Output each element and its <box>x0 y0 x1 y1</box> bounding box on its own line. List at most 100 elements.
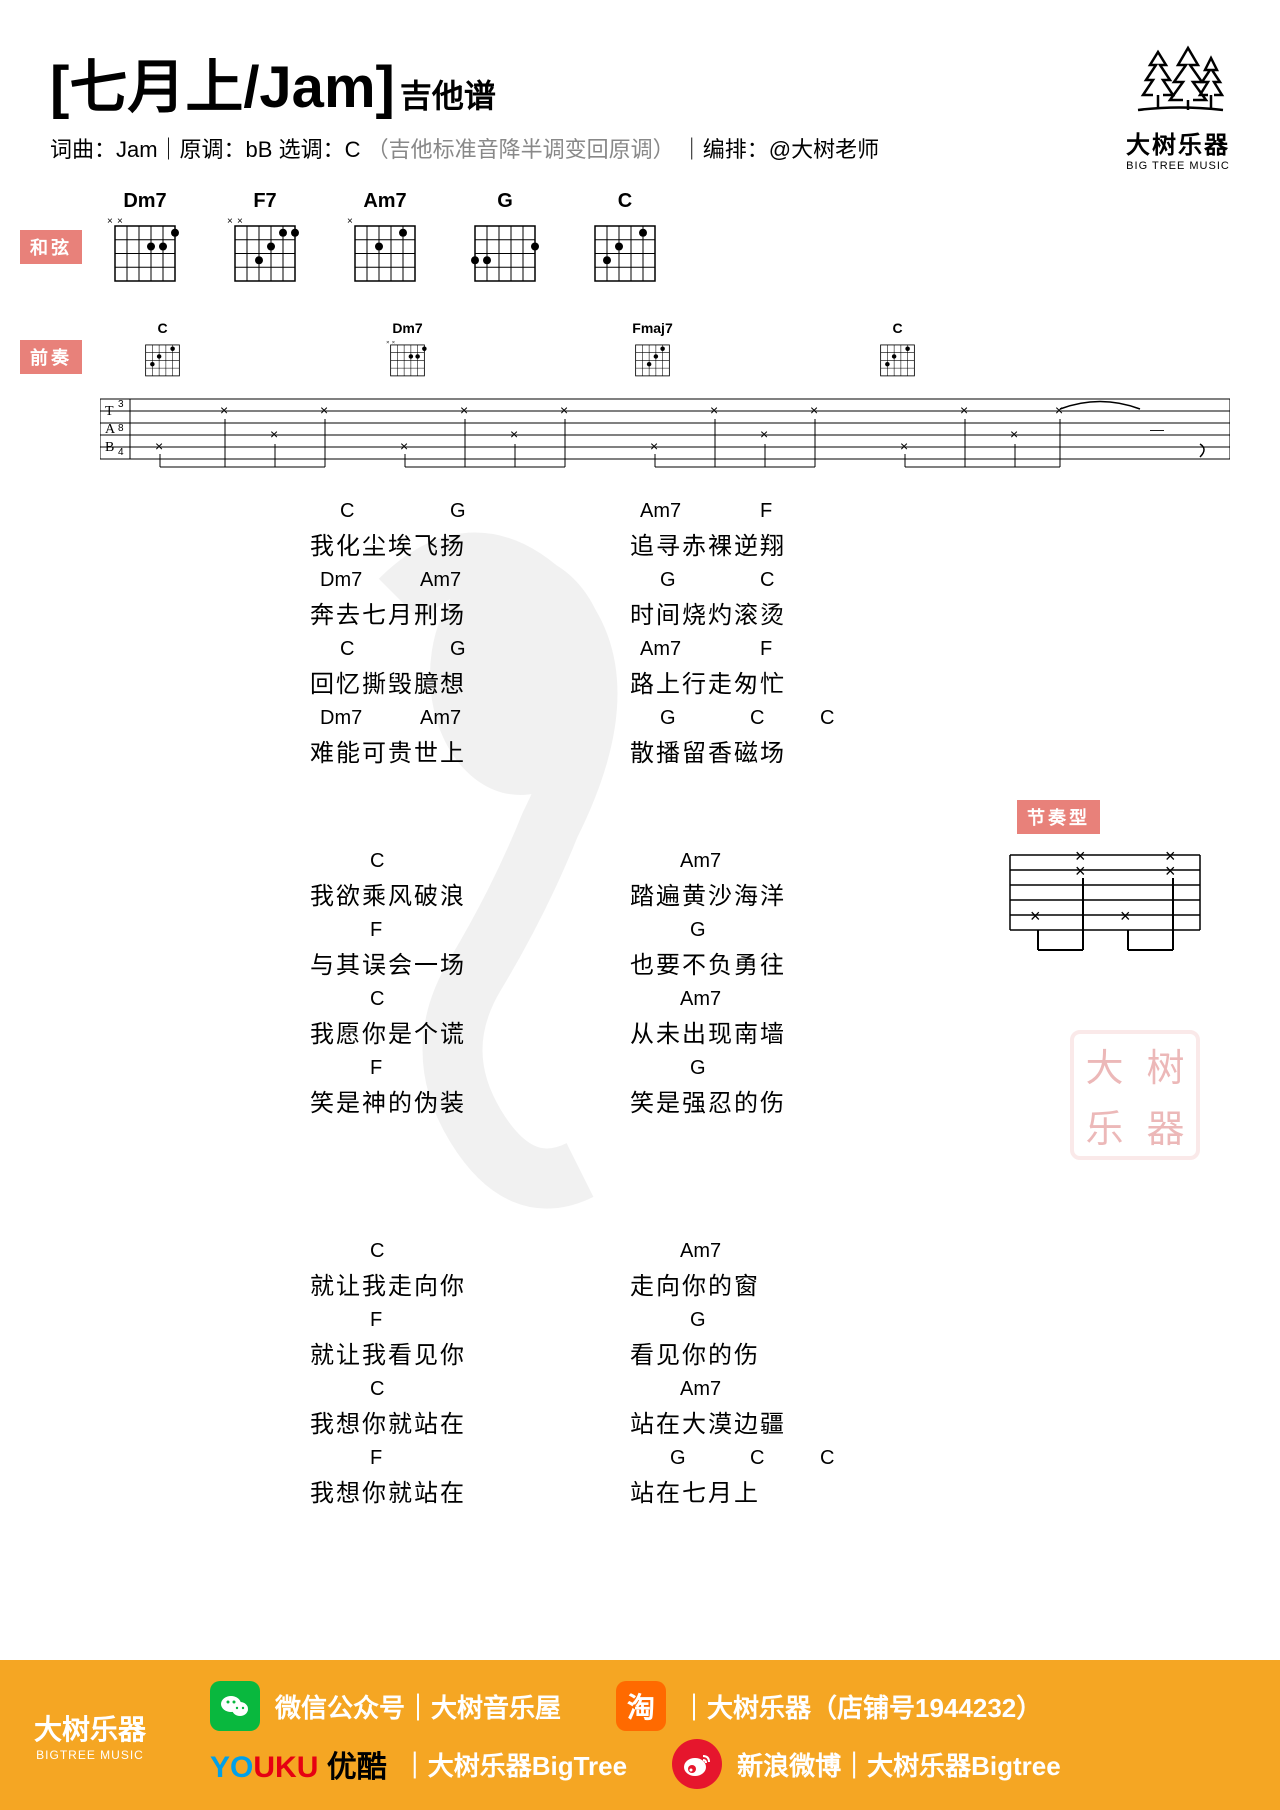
lyric-half: GCC站在七月上 <box>630 1447 910 1508</box>
lyric-text: 站在七月上 <box>630 1473 910 1508</box>
svg-text:×: × <box>900 438 908 454</box>
chords-above: C <box>310 1378 590 1402</box>
svg-text:×: × <box>155 438 163 454</box>
chords-above: F <box>310 919 590 943</box>
chords-above: C <box>310 1240 590 1264</box>
verse-1: CG我化尘埃飞扬Am7F追寻赤裸逆翔Dm7Am7奔去七月刑场GC时间烧灼滚烫CG… <box>310 500 1010 776</box>
svg-text:×: × <box>1055 402 1063 418</box>
logo-subtext: BIG TREE MUSIC <box>1126 160 1230 172</box>
chord-diagram: Am7 × <box>340 190 430 286</box>
meta-note: （吉他标准音降半调变回原调） <box>367 137 675 162</box>
lyric-line: F我想你就站在 GCC站在七月上 <box>310 1447 1010 1508</box>
lyric-text: 我想你就站在 <box>310 1473 590 1508</box>
intro-chords-row: CDm7××Fmaj7C <box>140 320 1230 384</box>
svg-text:×: × <box>510 426 518 442</box>
taobao-text: ｜大树乐器（店铺号1944232） <box>681 1688 1042 1725</box>
weibo-text: 新浪微博｜大树乐器Bigtree <box>737 1746 1061 1783</box>
svg-text:×: × <box>392 340 395 346</box>
lyric-line: C我欲乘风破浪 Am7踏遍黄沙海洋 <box>310 850 1010 911</box>
chords-above: GCC <box>630 707 910 731</box>
rhythm-section-tag: 节奏型 <box>1017 800 1100 834</box>
chords-above: Dm7Am7 <box>310 707 590 731</box>
lyric-half: C我欲乘风破浪 <box>310 850 590 911</box>
header: [七月上/Jam] 吉他谱 词曲：Jam｜原调：bB 选调：C （吉他标准音降半… <box>0 0 1280 174</box>
chords-above: G <box>630 1309 910 1333</box>
wechat-text: 微信公众号｜大树音乐屋 <box>275 1688 561 1725</box>
lyric-text: 踏遍黄沙海洋 <box>630 876 910 911</box>
intro-section: CDm7××Fmaj7C T A B 3 8 4 ×××× ×××× <box>100 320 1230 474</box>
chords-above: GCC <box>630 1447 910 1471</box>
svg-text:×: × <box>710 402 718 418</box>
youku-text: ｜大树乐器BigTree <box>402 1746 627 1783</box>
svg-text:B: B <box>105 440 114 455</box>
chords-above: C <box>310 988 590 1012</box>
lyric-half: C就让我走向你 <box>310 1240 590 1301</box>
lyric-line: Dm7Am7奔去七月刑场 GC时间烧灼滚烫 <box>310 569 1010 630</box>
lyric-text: 我化尘埃飞扬 <box>310 526 590 561</box>
lyric-line: CG回忆撕毁臆想 Am7F路上行走匆忙 <box>310 638 1010 699</box>
lyric-text: 走向你的窗 <box>630 1266 910 1301</box>
chord-diagram: F7 × × <box>220 190 310 286</box>
svg-text:×: × <box>237 216 243 227</box>
chord-diagram: Dm7×× <box>100 190 190 286</box>
lyric-half: GCC散播留香磁场 <box>630 707 910 768</box>
svg-text:×: × <box>227 216 233 227</box>
chords-above: CG <box>310 500 590 524</box>
chords-above: Am7F <box>630 638 910 662</box>
svg-text:×: × <box>650 438 658 454</box>
lyric-text: 奔去七月刑场 <box>310 595 590 630</box>
chord-diagram: G <box>460 190 550 286</box>
chords-above: Dm7Am7 <box>310 569 590 593</box>
footer-logo-text: 大树乐器 <box>0 1708 180 1748</box>
chords-above: Am7 <box>630 1378 910 1402</box>
lyric-half: F我想你就站在 <box>310 1447 590 1508</box>
chords-above: CG <box>310 638 590 662</box>
svg-text:A: A <box>105 422 116 437</box>
lyric-line: Dm7Am7难能可贵世上GCC散播留香磁场 <box>310 707 1010 768</box>
svg-text:4: 4 <box>118 447 124 458</box>
svg-text:×: × <box>347 216 353 227</box>
lyric-half: C我想你就站在 <box>310 1378 590 1439</box>
svg-text:3: 3 <box>118 399 124 410</box>
lyric-text: 笑是神的伪装 <box>310 1083 590 1118</box>
svg-text:T: T <box>105 404 114 419</box>
intro-chord: C <box>875 320 920 384</box>
lyric-half: Am7F路上行走匆忙 <box>630 638 910 699</box>
chords-above: Am7 <box>630 988 910 1012</box>
svg-text:—: — <box>1150 421 1164 437</box>
intro-section-tag: 前奏 <box>20 340 82 374</box>
lyric-text: 与其误会一场 <box>310 945 590 980</box>
svg-text:×: × <box>760 426 768 442</box>
chords-above: GC <box>630 569 910 593</box>
tab-type-label: 吉他谱 <box>400 71 496 117</box>
intro-chord: Fmaj7 <box>630 320 675 384</box>
svg-text:×: × <box>1030 906 1041 926</box>
chord-name: Dm7 <box>100 190 190 213</box>
chords-above: C <box>310 850 590 874</box>
chord-name: Am7 <box>340 190 430 213</box>
chord-name: F7 <box>220 190 310 213</box>
lyric-half: F就让我看见你 <box>310 1309 590 1370</box>
lyric-line: F与其误会一场G也要不负勇往 <box>310 919 1010 980</box>
lyric-half: Dm7Am7奔去七月刑场 <box>310 569 590 630</box>
lyric-half: GC时间烧灼滚烫 <box>630 569 910 630</box>
chords-above: F <box>310 1309 590 1333</box>
lyric-line: C我愿你是个谎Am7从未出现南墙 <box>310 988 1010 1049</box>
footer-logo: 大树乐器 BIGTREE MUSIC <box>0 1708 180 1762</box>
lyric-line: C我想你就站在 Am7站在大漠边疆 <box>310 1378 1010 1439</box>
lyric-text: 我想你就站在 <box>310 1404 590 1439</box>
svg-text:×: × <box>386 340 389 346</box>
chords-above: Am7F <box>630 500 910 524</box>
lyric-text: 从未出现南墙 <box>630 1014 910 1049</box>
chords-above: F <box>310 1447 590 1471</box>
chord-name: C <box>580 190 670 213</box>
brand-logo: 大树乐器 BIG TREE MUSIC <box>1126 40 1230 172</box>
svg-text:×: × <box>117 216 123 227</box>
lyric-text: 就让我看见你 <box>310 1335 590 1370</box>
lyric-half: CG回忆撕毁臆想 <box>310 638 590 699</box>
svg-text:×: × <box>460 402 468 418</box>
svg-text:×: × <box>560 402 568 418</box>
footer: 大树乐器 BIGTREE MUSIC 微信公众号｜大树音乐屋 淘 ｜大树乐器（店… <box>0 1660 1280 1810</box>
lyric-half: Am7踏遍黄沙海洋 <box>630 850 910 911</box>
lyric-half: Am7站在大漠边疆 <box>630 1378 910 1439</box>
